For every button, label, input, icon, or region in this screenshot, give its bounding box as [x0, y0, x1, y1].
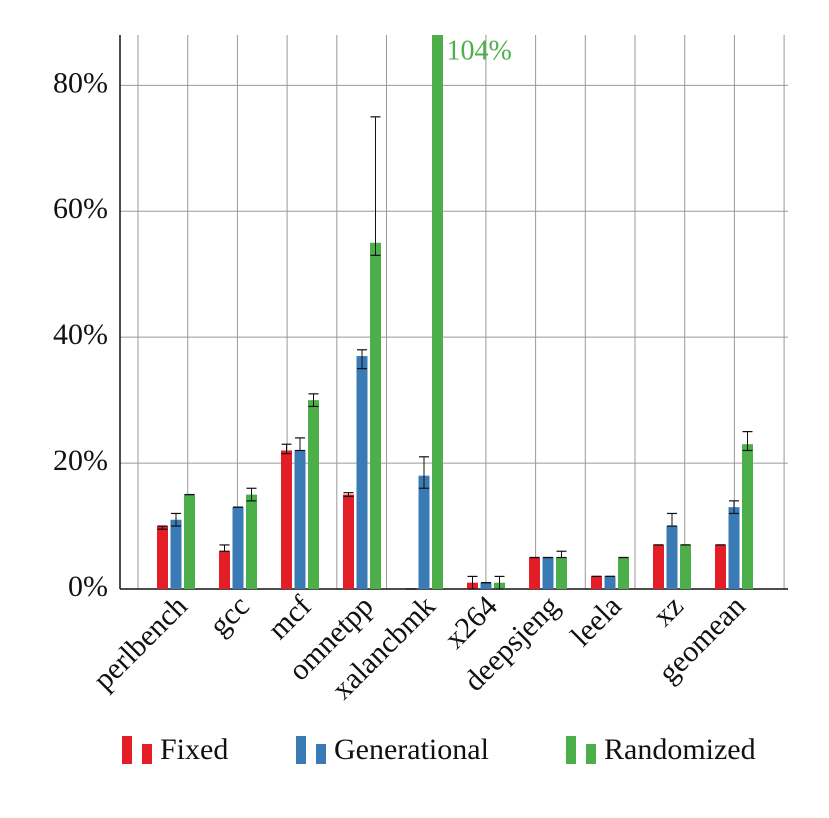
bar — [343, 494, 354, 589]
bar — [308, 400, 319, 589]
bar — [591, 576, 602, 589]
legend-swatch — [586, 744, 596, 764]
legend-swatch — [566, 736, 576, 764]
legend-swatch — [316, 744, 326, 764]
bar — [680, 544, 691, 589]
y-tick-label: 40% — [53, 318, 108, 351]
bar — [432, 35, 443, 590]
bar — [742, 444, 753, 589]
bar — [232, 507, 244, 589]
bar — [480, 582, 492, 589]
legend-label: Randomized — [604, 733, 756, 766]
bar — [666, 526, 678, 589]
bar — [219, 551, 230, 589]
bar — [418, 475, 430, 589]
x-tick-label: xz — [646, 589, 689, 632]
x-tick-label: leela — [564, 589, 627, 652]
plot-area — [157, 35, 753, 590]
bar — [715, 544, 726, 589]
bar — [246, 494, 257, 589]
bar — [728, 507, 740, 589]
bar — [157, 526, 168, 589]
legend-label: Fixed — [160, 733, 228, 766]
value-label: 104% — [447, 35, 512, 66]
bar — [170, 519, 182, 589]
bar — [653, 544, 664, 589]
bar — [281, 450, 292, 589]
bar — [294, 450, 306, 589]
bar — [556, 557, 567, 589]
bar — [370, 242, 381, 589]
y-tick-label: 20% — [53, 444, 108, 477]
legend-swatch — [142, 744, 152, 764]
legend-swatch — [122, 736, 132, 764]
bar — [618, 557, 629, 589]
legend-swatch — [296, 736, 306, 764]
y-tick-label: 0% — [68, 570, 108, 603]
y-tick-label: 80% — [53, 66, 108, 99]
bar — [529, 557, 540, 589]
bar — [542, 557, 554, 589]
bar — [356, 356, 368, 589]
y-tick-label: 60% — [53, 192, 108, 225]
x-tick-label: perlbench — [87, 589, 194, 696]
bar — [184, 494, 195, 589]
x-tick-label: gcc — [203, 589, 256, 642]
bar — [604, 576, 616, 589]
legend-label: Generational — [334, 733, 489, 766]
